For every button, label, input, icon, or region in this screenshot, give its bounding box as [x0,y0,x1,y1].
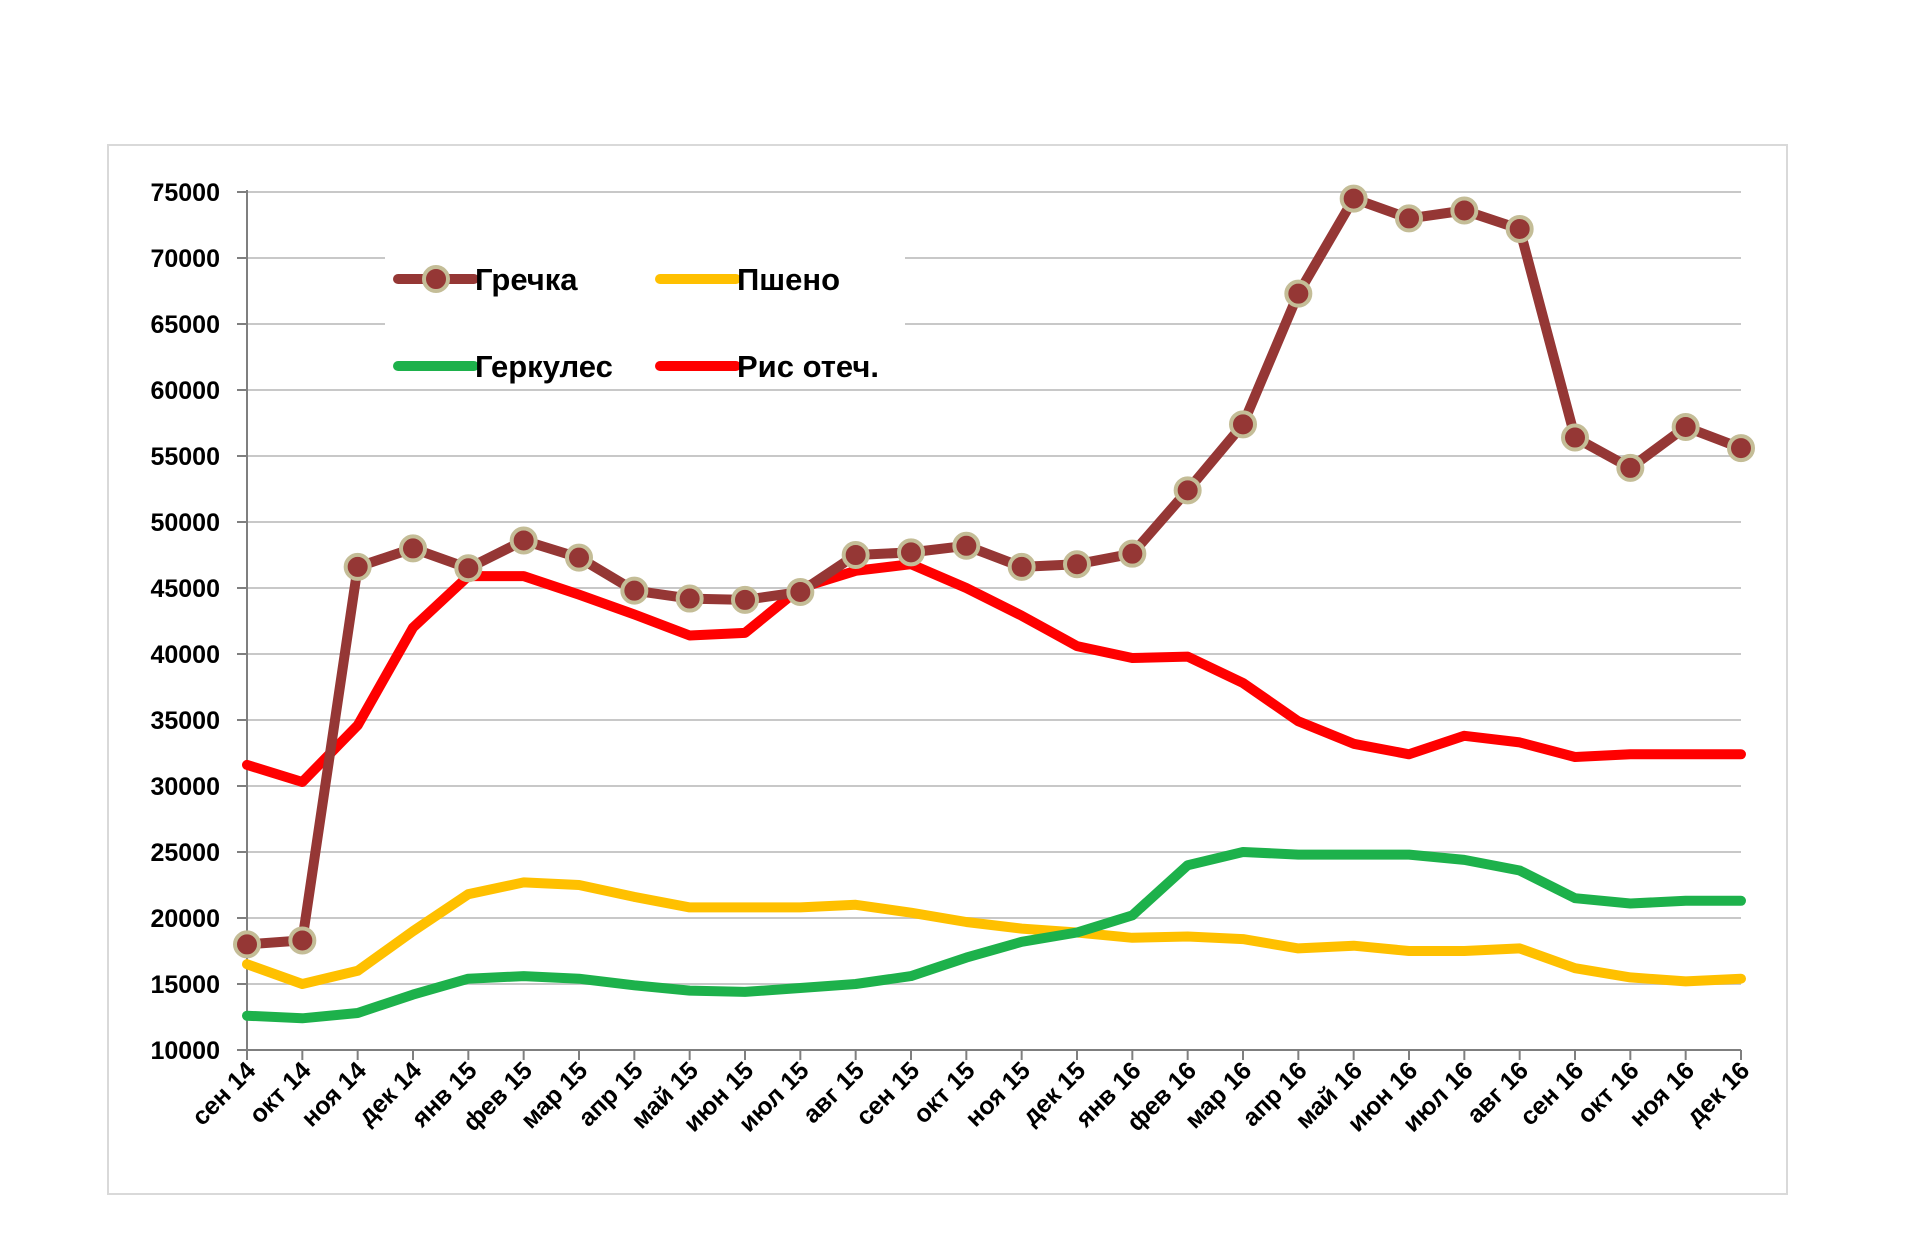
data-point [509,526,538,555]
data-point [1450,196,1479,225]
data-point [565,543,593,572]
x-tick-label: сен 16 [1515,1056,1590,1131]
data-point [1505,214,1534,243]
x-tick-label: дек 16 [1681,1056,1755,1130]
series-line-2 [242,847,1746,1024]
y-tick-label: 65000 [150,311,220,339]
series-line-3 [242,559,1746,787]
y-tick-label: 75000 [150,179,220,207]
data-point [897,538,925,567]
y-tick-label: 20000 [150,905,220,933]
y-tick-label: 55000 [150,443,220,471]
series-markers [233,184,1755,959]
data-point [620,576,649,605]
data-point [841,541,870,569]
x-tick-label: сен 15 [851,1056,926,1131]
data-point [731,585,759,614]
data-point [1118,539,1147,568]
legend-label: Пшено [737,262,840,297]
data-point [1395,204,1423,233]
y-tick-label: 30000 [150,773,220,801]
y-tick-label: 15000 [150,971,220,999]
data-point [952,531,981,560]
y-tick-label: 70000 [150,245,220,273]
y-axis-ticks: 75000 70000 65000 60000 55000 50000 45000 40000… [150,179,247,1065]
data-point [1671,412,1700,441]
data-point [1229,410,1257,439]
legend: Гречка Пшено Геркулес Рис отеч. [385,250,905,385]
y-tick-label: 25000 [150,839,220,867]
data-point [1063,550,1091,579]
series-line-1 [242,877,1746,989]
data-point [786,577,815,606]
legend-label: Геркулес [475,349,613,384]
data-point [1727,434,1755,463]
y-tick-label: 40000 [150,641,220,669]
y-tick-label: 10000 [150,1037,220,1065]
series-line-0 [242,193,1746,950]
axes [246,190,1741,1051]
data-point [343,552,372,581]
data-point [1616,453,1645,482]
y-tick-label: 60000 [150,377,220,405]
data-point [288,926,317,955]
series-lines [242,193,1746,1024]
data-point [1284,279,1313,308]
data-point [399,534,427,563]
data-point [1007,552,1036,581]
x-tick-label: сен 14 [187,1056,262,1131]
data-point [233,930,261,959]
y-tick-label: 45000 [150,575,220,603]
y-tick-label: 35000 [150,707,220,735]
legend-marker [422,265,450,293]
data-point [1339,184,1368,213]
legend-label: Рис отеч. [737,349,879,384]
data-point [675,584,704,613]
y-tick-label: 50000 [150,509,220,537]
legend-label: Гречка [475,262,578,297]
data-point [1561,423,1589,452]
data-point [454,554,483,583]
data-point [1173,476,1202,505]
